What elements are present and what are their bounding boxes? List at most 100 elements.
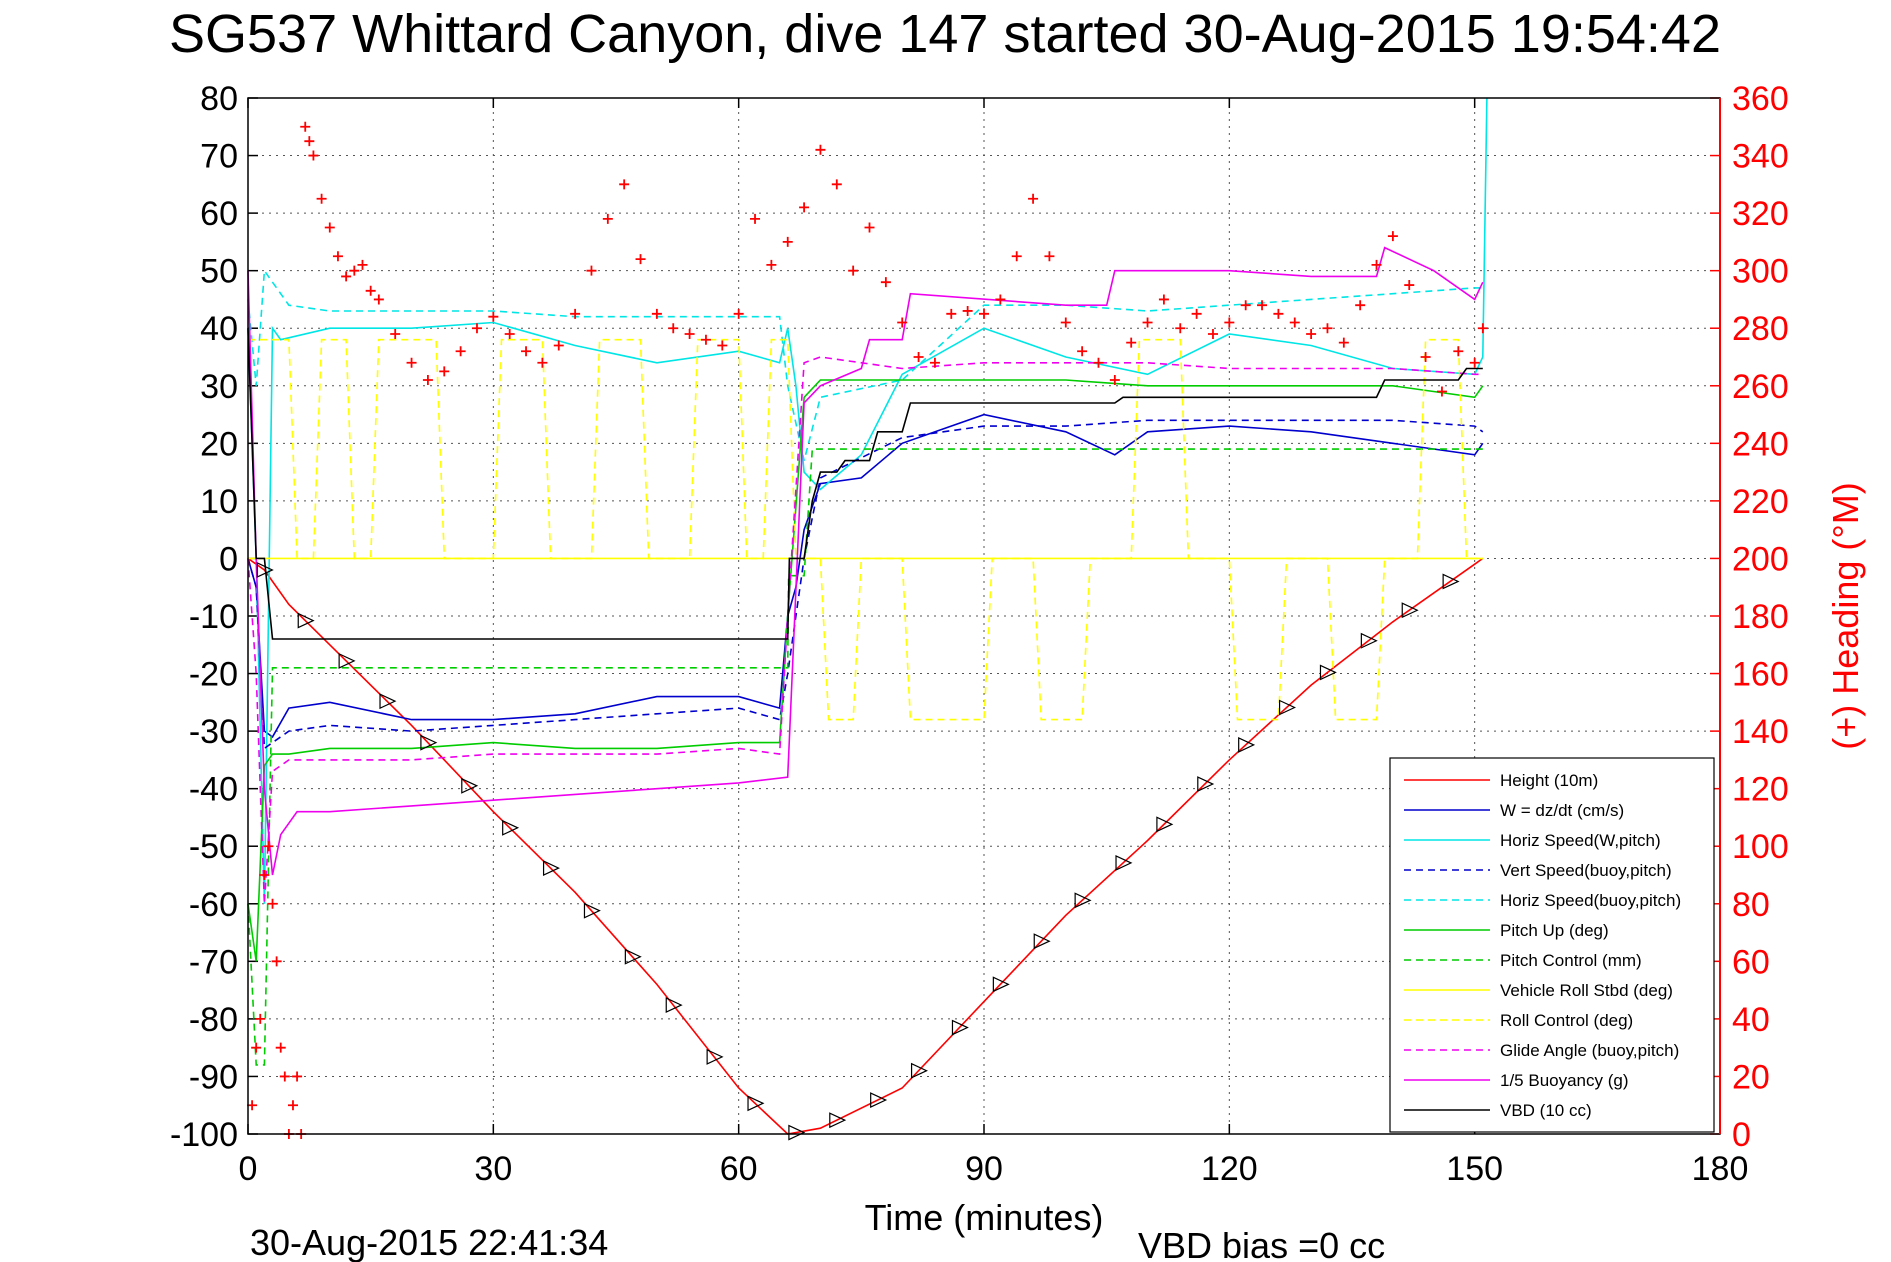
right-tick-label: 220 (1732, 483, 1789, 521)
right-axis-label: (+) Heading (°M) (1825, 482, 1866, 749)
height-marker (1238, 736, 1256, 753)
heading-point (357, 259, 368, 270)
y-tick-label: -100 (170, 1116, 238, 1154)
y-tick-label: 20 (200, 425, 238, 463)
heading-point (1420, 352, 1431, 362)
heading-point (848, 265, 859, 276)
height-marker (1115, 854, 1133, 871)
height-markers (256, 562, 1460, 1141)
legend-label: Glide Angle (buoy,pitch) (1500, 1041, 1679, 1060)
height-marker (542, 860, 560, 877)
height-marker (788, 1124, 806, 1141)
right-tick-label: 100 (1732, 828, 1789, 866)
legend-label: Roll Control (deg) (1500, 1011, 1633, 1030)
heading-point (373, 294, 384, 305)
heading-markers (247, 121, 1488, 1139)
right-tick-label: 300 (1732, 253, 1789, 291)
height-marker (1156, 816, 1174, 833)
series-line-5 (247, 379, 1484, 962)
heading-point (619, 179, 630, 190)
height-marker (1442, 573, 1460, 590)
height-marker (829, 1112, 847, 1129)
heading-point (263, 841, 274, 852)
heading-point (880, 277, 891, 288)
heading-point (1044, 251, 1055, 262)
height-marker (379, 693, 397, 710)
heading-point (1028, 193, 1039, 204)
y-tick-label: 0 (219, 540, 238, 578)
x-axis-label: Time (minutes) (865, 1197, 1104, 1238)
footer-vbd-bias: VBD bias =0 cc (1138, 1225, 1385, 1262)
heading-point (799, 202, 810, 213)
legend-box (1389, 757, 1715, 1133)
height-marker (420, 734, 438, 751)
heading-point (255, 1013, 266, 1024)
legend-label: Height (10m) (1500, 771, 1598, 790)
x-tick-label: 30 (474, 1150, 512, 1188)
right-tick-label: 280 (1732, 310, 1789, 348)
heading-point (733, 308, 744, 319)
heading-point (897, 317, 908, 328)
heading-point (1191, 308, 1202, 319)
heading-point (929, 357, 940, 368)
axis-ticks: 0 30 60 90 120 150 18080706050403020100-10-20-… (170, 80, 1789, 1188)
chart-title: SG537 Whittard Canyon, dive 147 started … (169, 4, 1721, 64)
heading-point (1093, 357, 1104, 368)
heading-point (471, 323, 482, 334)
heading-point (1453, 346, 1464, 357)
heading-point (1011, 251, 1022, 262)
heading-point (267, 898, 278, 909)
right-tick-label: 260 (1732, 368, 1789, 406)
heading-point (570, 308, 581, 319)
y-tick-label: -90 (189, 1058, 238, 1096)
heading-point (1077, 346, 1088, 357)
heading-point (668, 323, 679, 334)
heading-point (651, 308, 662, 319)
legend-label: Vehicle Roll Stbd (deg) (1500, 981, 1673, 1000)
heading-point (247, 1100, 258, 1111)
heading-point (279, 1071, 290, 1082)
y-tick-label: 10 (200, 483, 238, 521)
heading-point (537, 357, 548, 368)
height-marker (1319, 664, 1337, 681)
series-group (247, 97, 1488, 1135)
heading-point (553, 340, 564, 351)
heading-point (1436, 386, 1447, 397)
right-tick-label: 40 (1732, 1001, 1770, 1039)
heading-point (913, 352, 924, 362)
heading-point (995, 294, 1006, 305)
height-marker (1278, 699, 1296, 716)
right-tick-label: 140 (1732, 713, 1789, 751)
right-tick-label: 360 (1732, 80, 1789, 118)
series-line-2 (247, 97, 1488, 904)
y-tick-label: -10 (189, 598, 238, 636)
y-tick-label: -30 (189, 713, 238, 751)
heading-point (406, 357, 417, 368)
x-tick-label: 120 (1201, 1150, 1258, 1188)
right-tick-label: 320 (1732, 195, 1789, 233)
height-marker (992, 976, 1010, 993)
heading-point (439, 366, 450, 377)
heading-point (1387, 231, 1398, 242)
heading-point (422, 375, 433, 386)
heading-point (324, 222, 335, 233)
right-tick-label: 200 (1732, 540, 1789, 578)
legend-label: Vert Speed(buoy,pitch) (1500, 861, 1672, 880)
right-tick-label: 160 (1732, 656, 1789, 694)
right-tick-label: 80 (1732, 886, 1770, 924)
series-line-0 (247, 557, 1484, 1135)
heading-point (1322, 323, 1333, 334)
heading-point (946, 308, 957, 319)
heading-point (1158, 294, 1169, 305)
legend-label: Horiz Speed(W,pitch) (1500, 831, 1661, 850)
heading-point (815, 144, 826, 155)
heading-point (455, 346, 466, 357)
height-marker (461, 777, 479, 794)
legend-label: VBD (10 cc) (1500, 1101, 1592, 1120)
height-marker (502, 819, 520, 836)
heading-point (1240, 300, 1251, 311)
heading-point (717, 340, 728, 351)
y-tick-label: -60 (189, 886, 238, 924)
heading-point (1404, 280, 1415, 291)
heading-point (1060, 317, 1071, 328)
